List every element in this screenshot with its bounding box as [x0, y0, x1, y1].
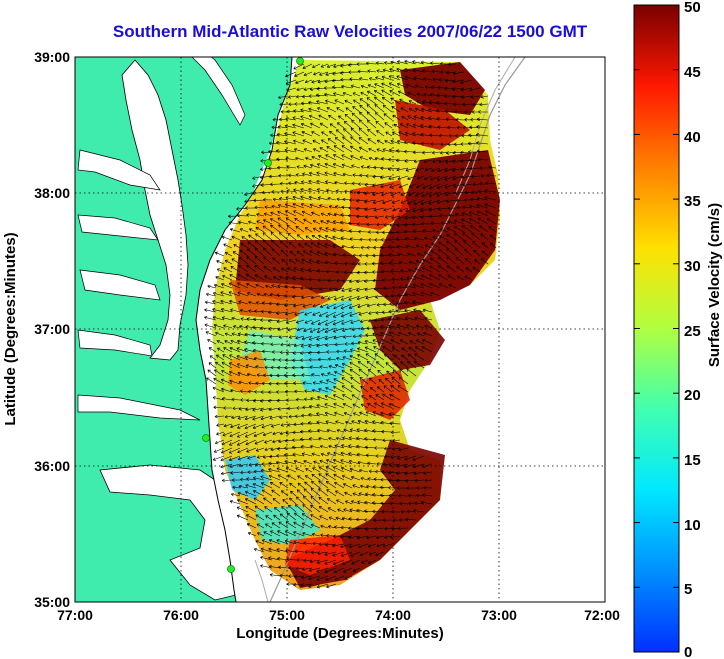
y-axis-ticks: 39:00 38:00 37:00 36:00 35:00 [34, 49, 70, 610]
colorbar-tick-label: 25 [684, 323, 701, 340]
vector-arrow-paths [204, 59, 497, 589]
chesapeake-bay [121, 59, 189, 361]
y-tick-label: 36:00 [34, 458, 70, 474]
colorbar-tick-label: 15 [684, 452, 701, 469]
x-tick-label: 76:00 [163, 607, 199, 623]
current-vector-arrows [204, 59, 497, 589]
colorbar-tick-label: 40 [684, 129, 701, 146]
x-tick-label: 73:00 [481, 607, 517, 623]
y-tick-label: 35:00 [34, 594, 70, 610]
plot-frame [74, 56, 606, 603]
x-axis-ticks: 77:00 76:00 75:00 74:00 73:00 72:00 [57, 607, 620, 623]
colorbar [633, 4, 680, 653]
chart-title: Southern Mid-Atlantic Raw Velocities 200… [112, 22, 588, 41]
colorbar-tick-label: 30 [684, 258, 701, 275]
colorbar-tick-label: 45 [684, 64, 701, 81]
pamlico-sound [99, 464, 237, 601]
colorbar-tick-label: 35 [684, 193, 701, 210]
colorbar-ticks [634, 4, 679, 653]
y-tick-label: 39:00 [34, 49, 70, 65]
colorbar-tick-label: 50 [684, 0, 701, 16]
colorbar-tick-labels: 50 45 40 35 30 25 20 15 10 5 0 [684, 0, 701, 659]
x-axis-label: Longitude (Degrees:Minutes) [236, 625, 444, 642]
bathymetry-contour [269, 57, 526, 602]
colorbar-tick-label: 0 [684, 644, 692, 659]
colorbar-tick-label: 20 [684, 387, 701, 404]
colorbar-label: Surface Velocity (cm/s) [706, 203, 723, 367]
y-axis-label: Latitude (Degrees:Minutes) [2, 232, 19, 425]
x-tick-label: 72:00 [584, 607, 620, 623]
station-marker [227, 565, 235, 573]
station-marker [264, 159, 272, 167]
grid-lines [75, 57, 605, 602]
x-tick-label: 77:00 [57, 607, 93, 623]
y-tick-label: 37:00 [34, 321, 70, 337]
y-tick-label: 38:00 [34, 185, 70, 201]
colorbar-tick-label: 10 [684, 517, 701, 534]
station-marker [296, 57, 304, 65]
station-marker [202, 434, 210, 442]
x-tick-label: 75:00 [269, 607, 305, 623]
radar-station-markers [202, 57, 304, 573]
colorbar-tick-label: 5 [684, 581, 692, 598]
coastline [195, 57, 293, 602]
x-tick-label: 74:00 [375, 607, 411, 623]
